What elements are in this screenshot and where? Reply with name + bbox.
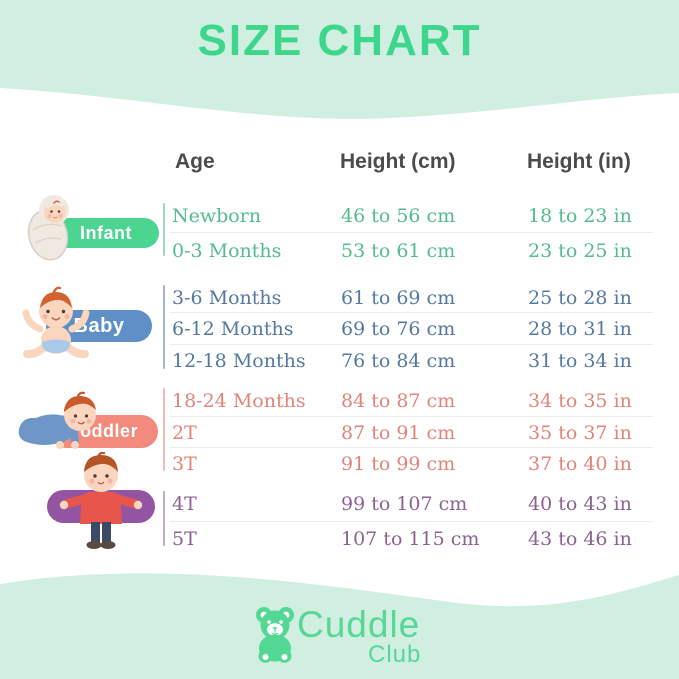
cell-age: Newborn xyxy=(172,205,262,227)
table-row: 3T 91 to 99 cm 37 to 40 in xyxy=(0,453,679,475)
header-age: Age xyxy=(175,150,215,173)
row-divider xyxy=(170,447,653,448)
cell-height-in: 43 to 46 in xyxy=(528,528,632,550)
cell-age: 2T xyxy=(172,422,197,444)
cell-height-in: 37 to 40 in xyxy=(528,453,632,475)
table-row: 3-6 Months 61 to 69 cm 25 to 28 in xyxy=(0,287,679,309)
brand-name: Cuddle xyxy=(297,604,421,645)
infant-accent-line xyxy=(163,203,165,256)
cell-height-cm: 99 to 107 cm xyxy=(341,493,468,515)
cell-height-cm: 76 to 84 cm xyxy=(341,350,456,372)
cell-height-in: 40 to 43 in xyxy=(528,493,632,515)
cell-height-cm: 53 to 61 cm xyxy=(341,240,456,262)
infant-group-pill: Infant xyxy=(53,218,159,248)
cell-height-in: 31 to 34 in xyxy=(528,350,632,372)
row-divider xyxy=(170,312,653,313)
infant-group-label: Infant xyxy=(80,222,132,243)
cell-height-in: 18 to 23 in xyxy=(528,205,632,227)
row-divider xyxy=(170,416,653,417)
table-row: 0-3 Months 53 to 61 cm 23 to 25 in xyxy=(0,240,679,262)
cell-height-cm: 61 to 69 cm xyxy=(341,287,456,309)
cell-age: 12-18 Months xyxy=(172,350,306,372)
table-row: 2T 87 to 91 cm 35 to 37 in xyxy=(0,422,679,444)
cell-height-in: 34 to 35 in xyxy=(528,390,632,412)
row-divider xyxy=(170,232,653,233)
header-height-in: Height (in) xyxy=(527,150,631,173)
cell-age: 18-24 Months xyxy=(172,390,306,412)
brand-subname: Club xyxy=(368,641,422,668)
table-row: 12-18 Months 76 to 84 cm 31 to 34 in xyxy=(0,350,679,372)
cell-height-in: 23 to 25 in xyxy=(528,240,632,262)
row-divider xyxy=(170,521,653,522)
cell-height-in: 35 to 37 in xyxy=(528,422,632,444)
row-divider xyxy=(170,344,653,345)
toddler-illustration xyxy=(18,391,96,449)
cell-age: 3-6 Months xyxy=(172,287,282,309)
cell-height-cm: 91 to 99 cm xyxy=(341,453,456,475)
table-row: 4T 99 to 107 cm 40 to 43 in xyxy=(0,493,679,515)
teddy-bear-icon xyxy=(256,607,294,663)
header-height-cm: Height (cm) xyxy=(340,150,456,173)
page-title: SIZE CHART xyxy=(197,16,482,65)
cell-age: 6-12 Months xyxy=(172,318,294,340)
table-row: 18-24 Months 84 to 87 cm 34 to 35 in xyxy=(0,390,679,412)
table-row: Newborn 46 to 56 cm 18 to 23 in xyxy=(0,205,679,227)
infant-illustration xyxy=(27,195,69,261)
cell-age: 3T xyxy=(172,453,197,475)
kid-accent-line xyxy=(163,491,165,546)
cell-height-cm: 69 to 76 cm xyxy=(341,318,456,340)
toddler-accent-line xyxy=(163,388,165,471)
table-row: 6-12 Months 69 to 76 cm 28 to 31 in xyxy=(0,318,679,340)
cell-height-in: 25 to 28 in xyxy=(528,287,632,309)
cell-age: 4T xyxy=(172,493,197,515)
cell-age: 0-3 Months xyxy=(172,240,282,262)
cell-height-cm: 46 to 56 cm xyxy=(341,205,456,227)
cell-height-in: 28 to 31 in xyxy=(528,318,632,340)
cell-height-cm: 87 to 91 cm xyxy=(341,422,456,444)
table-row: 5T 107 to 115 cm 43 to 46 in xyxy=(0,528,679,550)
cell-height-cm: 107 to 115 cm xyxy=(341,528,480,550)
kid-illustration xyxy=(59,452,143,549)
baby-illustration xyxy=(22,286,90,359)
baby-accent-line xyxy=(163,285,165,369)
cell-height-cm: 84 to 87 cm xyxy=(341,390,456,412)
cell-age: 5T xyxy=(172,528,197,550)
